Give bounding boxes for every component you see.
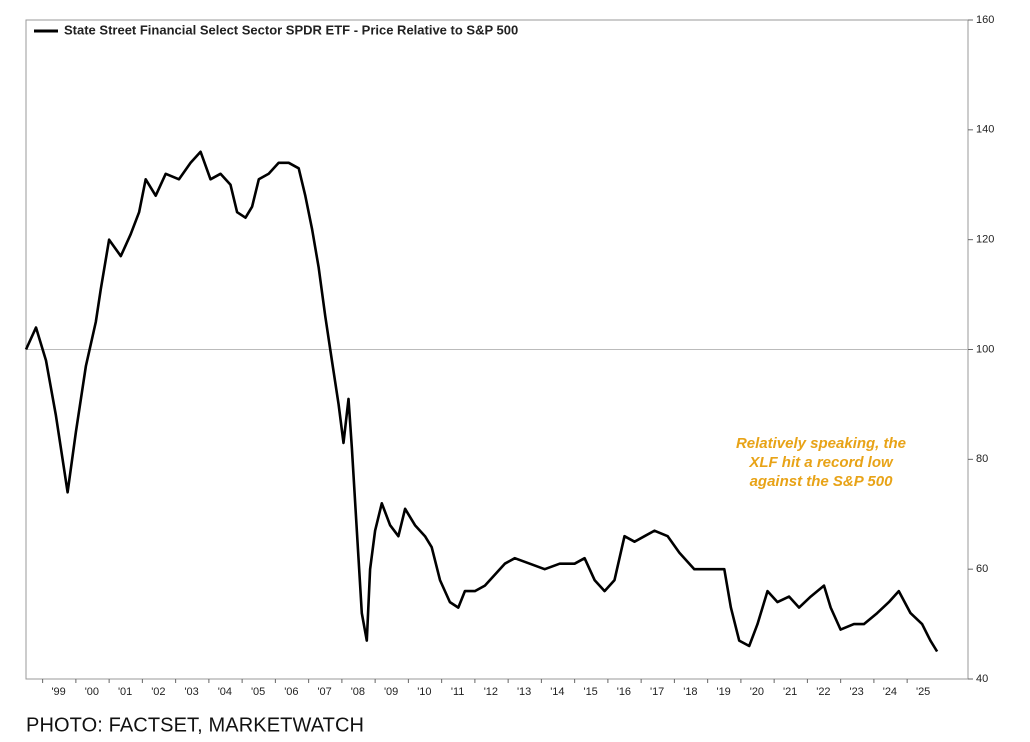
source: PHOTO: FACTSET, MARKETWATCH	[26, 714, 364, 736]
x-tick-label: '09	[384, 686, 398, 698]
x-tick-label: '21	[783, 686, 797, 698]
x-tick-label: '22	[816, 686, 830, 698]
x-tick-label: '06	[284, 686, 298, 698]
x-tick-label: '03	[184, 686, 198, 698]
x-tick-label: '99	[51, 686, 65, 698]
x-tick-label: '18	[683, 686, 697, 698]
x-tick-label: '04	[218, 686, 232, 698]
y-tick-label: 140	[976, 124, 994, 136]
x-tick-label: '07	[317, 686, 331, 698]
x-tick-label: '01	[118, 686, 132, 698]
x-tick-label: '05	[251, 686, 265, 698]
y-tick-label: 100	[976, 343, 994, 355]
x-tick-label: '23	[849, 686, 863, 698]
y-tick-label: 120	[976, 234, 994, 246]
x-tick-label: '24	[883, 686, 897, 698]
x-tick-label: '02	[151, 686, 165, 698]
annotation: against the S&P 500	[750, 473, 893, 490]
x-tick-label: '14	[550, 686, 564, 698]
annotation: XLF hit a record low	[748, 454, 894, 471]
x-tick-label: '19	[716, 686, 730, 698]
x-tick-label: '15	[583, 686, 597, 698]
y-tick-label: 40	[976, 673, 988, 685]
x-tick-label: '12	[484, 686, 498, 698]
y-tick-label: 80	[976, 453, 988, 465]
x-tick-label: '11	[451, 686, 465, 698]
series-line	[24, 150, 939, 653]
legend-label: State Street Financial Select Sector SPD…	[64, 22, 518, 37]
x-tick-label: '16	[617, 686, 631, 698]
annotation: Relatively speaking, the	[736, 435, 906, 452]
y-tick-label: 160	[976, 14, 994, 26]
x-tick-label: '17	[650, 686, 664, 698]
x-tick-label: '10	[417, 686, 431, 698]
x-tick-label: '20	[750, 686, 764, 698]
x-tick-label: '25	[916, 686, 930, 698]
x-tick-label: '08	[351, 686, 365, 698]
y-tick-label: 60	[976, 563, 988, 575]
x-tick-label: '00	[85, 686, 99, 698]
x-tick-label: '13	[517, 686, 531, 698]
